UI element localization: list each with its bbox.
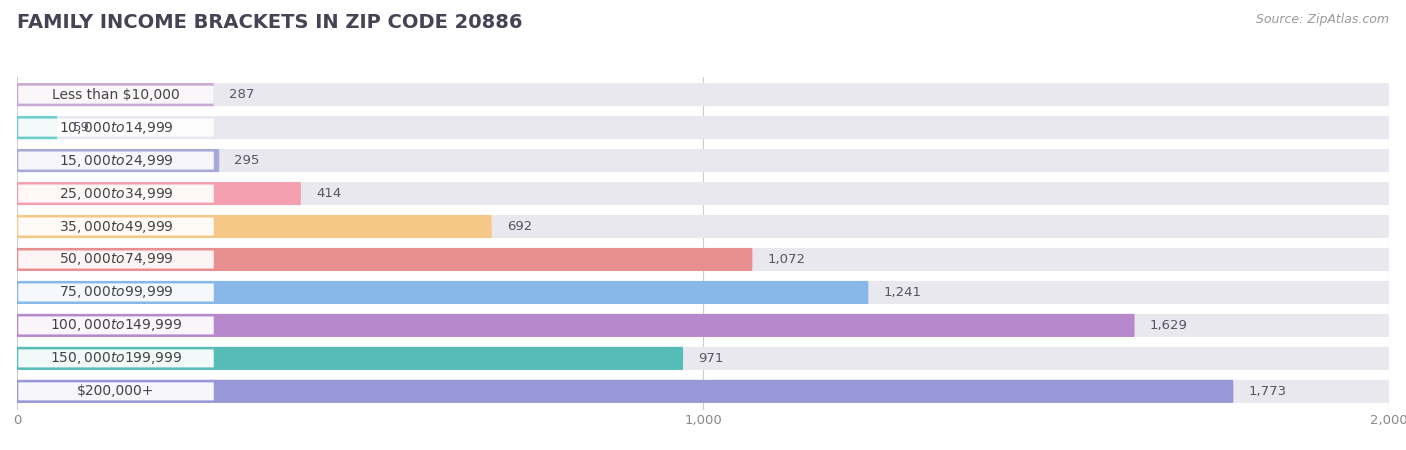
FancyBboxPatch shape <box>17 149 219 172</box>
Text: 59: 59 <box>73 121 90 134</box>
Text: $100,000 to $149,999: $100,000 to $149,999 <box>49 317 183 333</box>
FancyBboxPatch shape <box>18 316 214 334</box>
Text: $75,000 to $99,999: $75,000 to $99,999 <box>59 284 173 301</box>
Text: 1,773: 1,773 <box>1249 385 1286 398</box>
FancyBboxPatch shape <box>17 215 1389 238</box>
FancyBboxPatch shape <box>17 83 1389 106</box>
Text: 692: 692 <box>506 220 531 233</box>
FancyBboxPatch shape <box>17 83 214 106</box>
FancyBboxPatch shape <box>17 215 492 238</box>
FancyBboxPatch shape <box>18 119 214 137</box>
Text: $200,000+: $200,000+ <box>77 384 155 398</box>
Text: $150,000 to $199,999: $150,000 to $199,999 <box>49 351 183 366</box>
FancyBboxPatch shape <box>17 149 1389 172</box>
FancyBboxPatch shape <box>17 248 1389 271</box>
Text: $15,000 to $24,999: $15,000 to $24,999 <box>59 153 173 169</box>
Text: $50,000 to $74,999: $50,000 to $74,999 <box>59 252 173 267</box>
FancyBboxPatch shape <box>17 347 1389 370</box>
FancyBboxPatch shape <box>18 152 214 170</box>
FancyBboxPatch shape <box>17 281 1389 304</box>
FancyBboxPatch shape <box>17 281 869 304</box>
FancyBboxPatch shape <box>17 380 1389 403</box>
FancyBboxPatch shape <box>18 349 214 367</box>
Text: 1,241: 1,241 <box>883 286 921 299</box>
Text: 971: 971 <box>699 352 724 365</box>
FancyBboxPatch shape <box>18 184 214 202</box>
FancyBboxPatch shape <box>17 248 752 271</box>
Text: 295: 295 <box>235 154 260 167</box>
FancyBboxPatch shape <box>18 284 214 302</box>
FancyBboxPatch shape <box>18 382 214 400</box>
FancyBboxPatch shape <box>17 116 1389 139</box>
Text: FAMILY INCOME BRACKETS IN ZIP CODE 20886: FAMILY INCOME BRACKETS IN ZIP CODE 20886 <box>17 14 523 32</box>
Text: Less than $10,000: Less than $10,000 <box>52 88 180 102</box>
Text: 287: 287 <box>229 88 254 101</box>
FancyBboxPatch shape <box>17 182 301 205</box>
FancyBboxPatch shape <box>17 347 683 370</box>
Text: Source: ZipAtlas.com: Source: ZipAtlas.com <box>1256 14 1389 27</box>
FancyBboxPatch shape <box>18 251 214 269</box>
Text: $25,000 to $34,999: $25,000 to $34,999 <box>59 185 173 202</box>
FancyBboxPatch shape <box>17 380 1233 403</box>
Text: 414: 414 <box>316 187 342 200</box>
Text: $10,000 to $14,999: $10,000 to $14,999 <box>59 120 173 135</box>
Text: $35,000 to $49,999: $35,000 to $49,999 <box>59 219 173 234</box>
FancyBboxPatch shape <box>18 86 214 104</box>
FancyBboxPatch shape <box>17 314 1389 337</box>
FancyBboxPatch shape <box>17 116 58 139</box>
Text: 1,072: 1,072 <box>768 253 806 266</box>
FancyBboxPatch shape <box>17 314 1135 337</box>
Text: 1,629: 1,629 <box>1150 319 1188 332</box>
FancyBboxPatch shape <box>18 217 214 235</box>
FancyBboxPatch shape <box>17 182 1389 205</box>
